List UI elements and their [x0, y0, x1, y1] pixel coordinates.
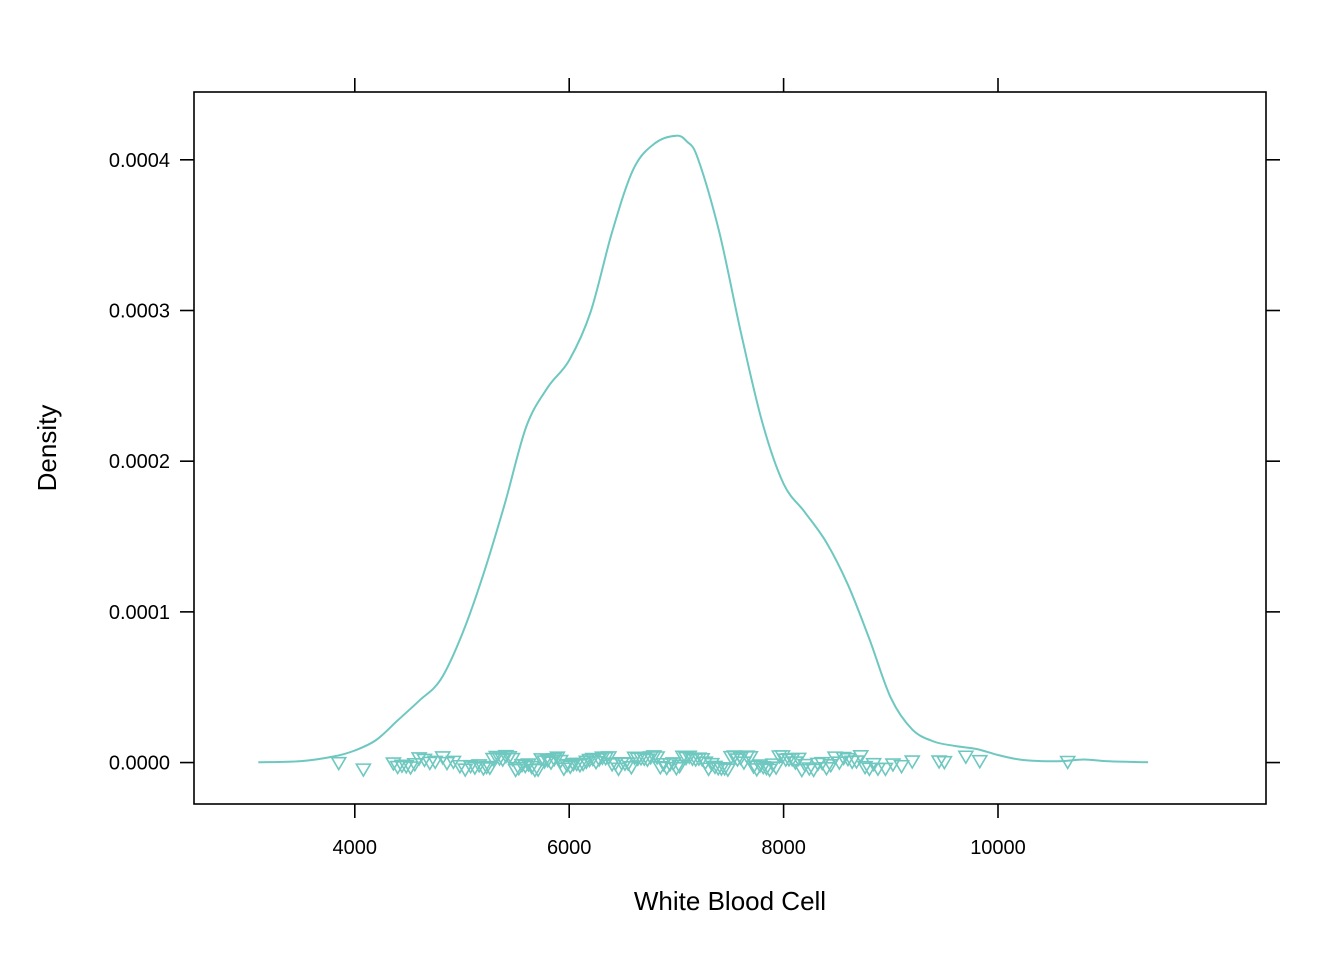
y-tick-label: 0.0001 [109, 602, 170, 624]
rug-point [706, 760, 724, 775]
rug-point [574, 757, 592, 772]
rug-point [462, 759, 479, 775]
plot-frame [193, 91, 1267, 805]
rug-point [767, 761, 785, 776]
rug-point [410, 752, 428, 767]
rug-point [764, 758, 782, 773]
rug-point [671, 759, 689, 775]
rug-point [936, 755, 953, 771]
rug-point [856, 760, 874, 776]
rug-point [330, 756, 348, 772]
rug-point [523, 760, 541, 776]
rug-point [426, 755, 444, 770]
rug-point [639, 753, 656, 768]
y-tick-label: 0.0004 [109, 150, 170, 172]
rug-point [852, 749, 870, 765]
y-axis-title: Density [32, 405, 62, 492]
rug-point [903, 755, 921, 770]
y-tick-label: 0.0003 [109, 300, 170, 322]
rug-point [719, 763, 737, 778]
rug-point [893, 759, 910, 775]
rug-point [668, 761, 685, 777]
rug-point [826, 751, 844, 766]
rug-point [487, 750, 505, 766]
x-axis-title: White Blood Cell [634, 886, 826, 916]
rug-point [421, 756, 439, 771]
x-tick-label: 10000 [970, 837, 1026, 859]
rug-point [507, 763, 524, 779]
axis-ticks [180, 78, 1280, 818]
axis-tick-labels: 4000 6000 8000 10000 0.0000 0.0001 0.0002 0.000… [109, 150, 1026, 859]
rug-point [445, 755, 462, 770]
density-curve [258, 134, 1149, 764]
rug-point [680, 750, 698, 765]
rug-point [796, 758, 814, 774]
y-tick-label: 0.0000 [109, 753, 170, 775]
rug-point [545, 753, 563, 768]
x-tick-label: 8000 [761, 837, 806, 859]
rug-point [661, 758, 679, 773]
y-tick-label: 0.0002 [109, 451, 170, 473]
rug-point [451, 759, 469, 775]
rug-point [561, 760, 579, 775]
rug-point [786, 756, 804, 771]
rug-point [971, 754, 989, 770]
rug-point [466, 761, 484, 776]
rug-point [729, 753, 746, 768]
rug-point [354, 763, 372, 778]
rug-point [1059, 755, 1077, 770]
rug-points [330, 749, 1077, 779]
rug-point [549, 751, 566, 766]
rug-point [930, 755, 948, 770]
rug-point [481, 761, 499, 776]
rug-point [754, 760, 772, 776]
rug-point [536, 755, 553, 770]
rug-point [800, 762, 818, 777]
rug-point [581, 753, 598, 769]
rug-point [877, 762, 894, 777]
rug-point [397, 760, 415, 775]
rug-point [500, 750, 518, 766]
rug-point [957, 750, 975, 765]
rug-point [645, 750, 663, 765]
rug-point [497, 749, 515, 765]
x-tick-label: 6000 [547, 837, 592, 859]
rug-point [587, 755, 605, 771]
rug-point [416, 753, 433, 768]
rug-point [818, 761, 835, 777]
x-tick-label: 4000 [333, 837, 378, 859]
rug-point [758, 761, 775, 777]
rug-point [619, 757, 637, 772]
rug-point [542, 756, 560, 771]
rug-point [741, 751, 759, 766]
rug-point [716, 762, 734, 777]
rug-point [389, 760, 407, 776]
rug-point [865, 757, 883, 773]
rug-point [822, 759, 840, 774]
rug-point [577, 755, 595, 770]
rug-point [529, 763, 547, 778]
rug-point [571, 758, 589, 774]
rug-point [658, 761, 676, 776]
rug-point [622, 761, 640, 776]
